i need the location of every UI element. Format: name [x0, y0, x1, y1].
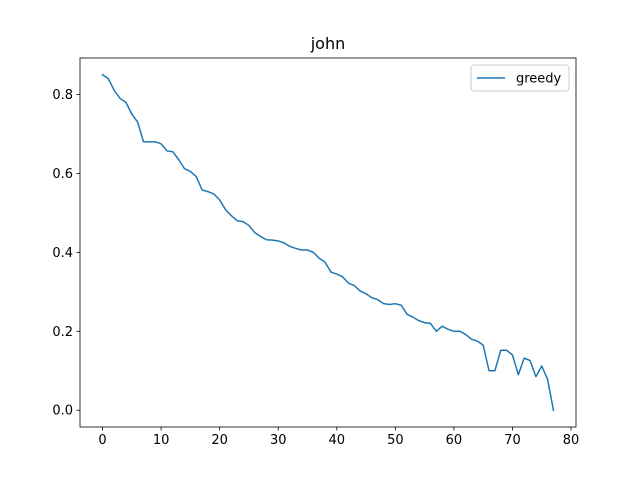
y-tick-label: 0.2	[52, 325, 73, 340]
axes-frame	[79, 57, 577, 428]
series-line-greedy	[101, 73, 555, 412]
legend-box	[470, 64, 570, 92]
legend-label: greedy	[516, 72, 562, 87]
x-tick-label: 10	[153, 433, 170, 448]
x-tick-label: 0	[98, 433, 106, 448]
y-tick-label: 0.0	[52, 404, 73, 419]
y-tick-label: 0.8	[52, 88, 73, 103]
x-tick-label: 50	[387, 433, 404, 448]
y-tick-label: 0.6	[52, 167, 73, 182]
x-tick-label: 20	[211, 433, 228, 448]
x-tick-label: 80	[563, 433, 580, 448]
plot-area	[101, 73, 555, 412]
x-tick-label: 60	[446, 433, 463, 448]
x-tick-label: 40	[329, 433, 346, 448]
axes: 0 10 20 30 40 50 60 70 80 0.0 0.2 0.4 0.6 0.8	[52, 57, 580, 448]
y-tick-label: 0.4	[52, 246, 73, 261]
x-tick-label: 30	[270, 433, 287, 448]
chart-title: john	[310, 34, 346, 53]
legend: greedy	[470, 64, 570, 92]
x-tick-label: 70	[504, 433, 521, 448]
